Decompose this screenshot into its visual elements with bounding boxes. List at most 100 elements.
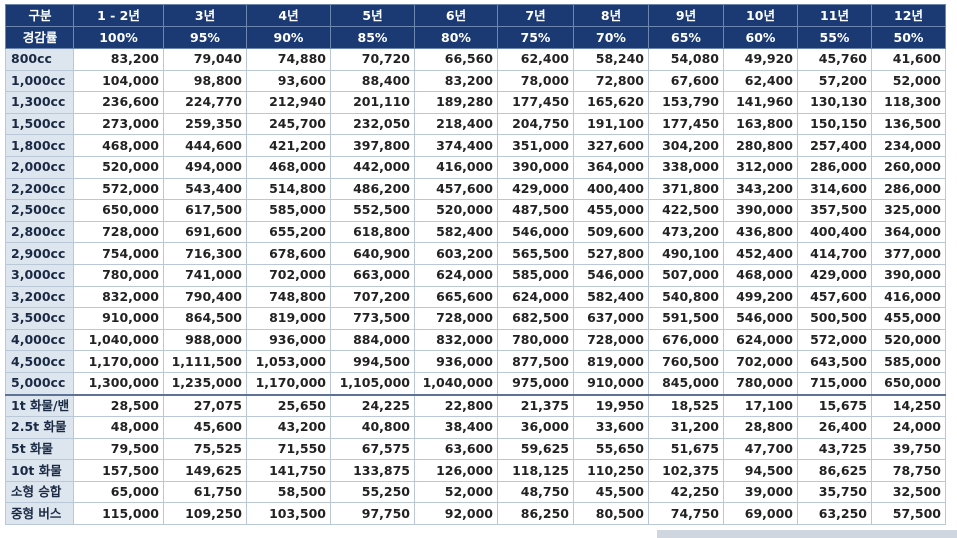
tax-amount-cell: 201,110 — [330, 91, 415, 114]
tax-amount-cell: 520,000 — [73, 155, 164, 179]
tax-amount-cell: 97,750 — [330, 502, 415, 526]
tax-amount-cell: 115,000 — [73, 502, 164, 526]
tax-amount-cell: 141,960 — [723, 91, 798, 114]
tax-amount-cell: 45,500 — [573, 480, 649, 504]
tax-amount-cell: 224,770 — [163, 91, 247, 114]
tax-amount-cell: 357,500 — [797, 199, 872, 222]
tax-amount-cell: 177,450 — [648, 112, 724, 136]
tax-amount-cell: 520,000 — [871, 328, 946, 352]
tax-amount-cell: 468,000 — [723, 263, 798, 287]
tax-amount-cell: 109,250 — [163, 502, 247, 526]
tax-rate-table: 구분 1 - 2년 3년 4년 5년 6년 7년 8년 9년 10년 11년 12년 경감률 100% 95… — [5, 4, 946, 526]
tax-amount-cell: 62,400 — [497, 48, 574, 71]
tax-amount-cell: 28,800 — [723, 416, 798, 439]
tax-amount-cell: 136,500 — [871, 112, 946, 136]
tax-amount-cell: 52,000 — [871, 69, 946, 93]
tax-amount-cell: 51,675 — [648, 437, 724, 461]
tax-amount-cell: 790,400 — [163, 285, 247, 309]
tax-amount-cell: 245,700 — [246, 112, 331, 136]
tax-amount-cell: 31,200 — [648, 416, 724, 439]
tax-amount-cell: 754,000 — [73, 242, 164, 265]
commercial-row: 소형 승합 65,000 61,750 58,500 55,250 52,000 48,75… — [5, 480, 946, 504]
reduction-rate-cell: 100% — [73, 26, 164, 49]
tax-amount-cell: 486,200 — [330, 177, 415, 201]
tax-amount-cell: 760,500 — [648, 350, 724, 373]
tax-amount-cell: 624,000 — [497, 285, 574, 309]
tax-amount-cell: 280,800 — [723, 134, 798, 157]
passenger-row: 2,500cc 650,000 617,500 585,000 552,500 520,0… — [5, 199, 946, 222]
tax-amount-cell: 43,725 — [797, 437, 872, 461]
reduction-rate-cell: 65% — [648, 26, 724, 49]
row-label: 1,800cc — [5, 134, 74, 157]
tax-amount-cell: 572,000 — [797, 328, 872, 352]
tax-amount-cell: 591,500 — [648, 307, 724, 330]
tax-amount-cell: 442,000 — [330, 155, 415, 179]
tax-amount-cell: 118,125 — [497, 459, 574, 482]
passenger-row: 800cc 83,200 79,040 74,880 70,720 66,560 62,40… — [5, 48, 946, 71]
tax-amount-cell: 910,000 — [73, 307, 164, 330]
tax-amount-cell: 650,000 — [73, 199, 164, 222]
tax-amount-cell: 236,600 — [73, 91, 164, 114]
tax-amount-cell: 988,000 — [163, 328, 247, 352]
tax-amount-cell: 910,000 — [573, 371, 649, 396]
tax-amount-cell: 487,500 — [497, 199, 574, 222]
tax-amount-cell: 371,800 — [648, 177, 724, 201]
tax-amount-cell: 494,000 — [163, 155, 247, 179]
tax-amount-cell: 65,000 — [73, 480, 164, 504]
tax-amount-cell: 49,920 — [723, 48, 798, 71]
tax-amount-cell: 286,000 — [797, 155, 872, 179]
row-label: 2.5t 화물 — [5, 416, 74, 439]
tax-amount-cell: 54,080 — [648, 48, 724, 71]
tax-amount-cell: 877,500 — [497, 350, 574, 373]
reduction-rate-cell: 80% — [414, 26, 498, 49]
tax-amount-cell: 232,050 — [330, 112, 415, 136]
commercial-row: 10t 화물 157,500 149,625 141,750 133,875 126,00… — [5, 459, 946, 482]
passenger-row: 3,000cc 780,000 741,000 702,000 663,000 624,0… — [5, 263, 946, 287]
tax-amount-cell: 66,560 — [414, 48, 498, 71]
row-label: 2,900cc — [5, 242, 74, 265]
tax-amount-cell: 78,750 — [871, 459, 946, 482]
tax-amount-cell: 33,600 — [573, 416, 649, 439]
tax-amount-cell: 552,500 — [330, 199, 415, 222]
tax-amount-cell: 832,000 — [73, 285, 164, 309]
tax-amount-cell: 546,000 — [497, 220, 574, 244]
tax-amount-cell: 58,240 — [573, 48, 649, 71]
tax-amount-cell: 75,525 — [163, 437, 247, 461]
tax-amount-cell: 61,750 — [163, 480, 247, 504]
commercial-row: 1t 화물/밴 28,500 27,075 25,650 24,225 22,800 21,… — [5, 393, 946, 418]
tax-amount-cell: 133,875 — [330, 459, 415, 482]
tax-amount-cell: 327,600 — [573, 134, 649, 157]
tax-amount-cell: 72,800 — [573, 69, 649, 93]
tax-amount-cell: 304,200 — [648, 134, 724, 157]
tax-amount-cell: 257,400 — [797, 134, 872, 157]
tax-amount-cell: 780,000 — [73, 263, 164, 287]
tax-amount-cell: 400,400 — [573, 177, 649, 201]
tax-amount-cell: 83,200 — [414, 69, 498, 93]
tax-amount-cell: 676,000 — [648, 328, 724, 352]
tax-amount-cell: 157,500 — [73, 459, 164, 482]
tax-amount-cell: 70,720 — [330, 48, 415, 71]
tax-amount-cell: 585,000 — [871, 350, 946, 373]
tax-amount-cell: 118,300 — [871, 91, 946, 114]
header-year-cell: 4년 — [246, 4, 331, 27]
tax-amount-cell: 773,500 — [330, 307, 415, 330]
tax-amount-cell: 74,880 — [246, 48, 331, 71]
tax-amount-cell: 728,000 — [73, 220, 164, 244]
tax-amount-cell: 429,000 — [797, 263, 872, 287]
tax-amount-cell: 682,500 — [497, 307, 574, 330]
tax-amount-cell: 325,000 — [871, 199, 946, 222]
reduction-rate-cell: 70% — [573, 26, 649, 49]
tax-amount-cell: 15,675 — [797, 393, 872, 418]
tax-amount-cell: 377,000 — [871, 242, 946, 265]
tax-amount-cell: 25,650 — [246, 393, 331, 418]
tax-amount-cell: 286,000 — [871, 177, 946, 201]
tax-amount-cell: 45,600 — [163, 416, 247, 439]
tax-amount-cell: 59,625 — [497, 437, 574, 461]
row-label: 3,200cc — [5, 285, 74, 309]
tax-amount-cell: 663,000 — [330, 263, 415, 287]
tax-amount-cell: 520,000 — [414, 199, 498, 222]
reduction-rate-cell: 85% — [330, 26, 415, 49]
row-label: 4,000cc — [5, 328, 74, 352]
tax-amount-cell: 582,400 — [573, 285, 649, 309]
tax-amount-cell: 189,280 — [414, 91, 498, 114]
